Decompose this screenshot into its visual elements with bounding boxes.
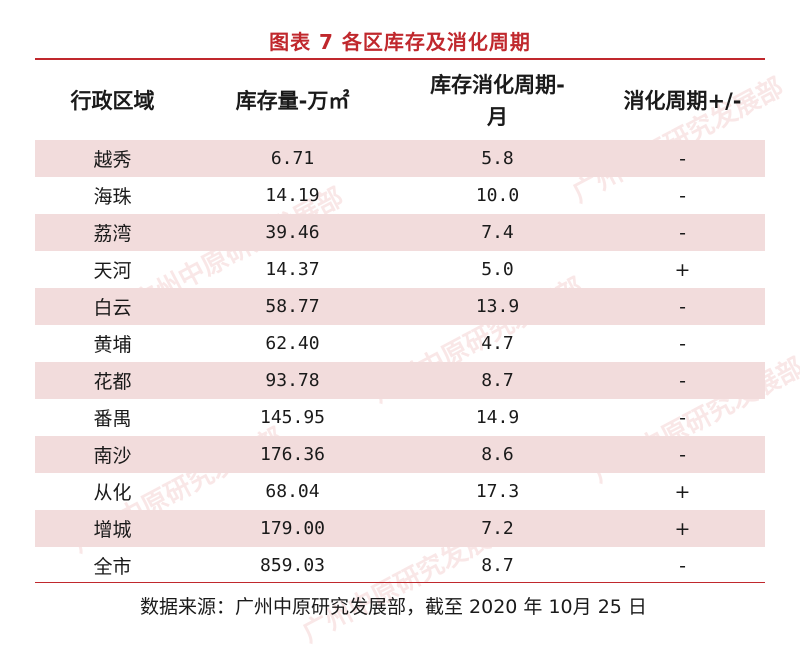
header-cycle: 库存消化周期- 月: [395, 66, 600, 136]
inventory-cell: 145.95: [259, 407, 326, 428]
bottom-rule: [35, 582, 765, 583]
cycle-cell: 10.0: [475, 185, 520, 206]
table-row: 越秀 6.71 5.8 -: [35, 140, 765, 177]
district-cell: 从化: [93, 482, 132, 504]
inventory-cell: 93.78: [265, 370, 320, 391]
change-cell: -: [679, 332, 686, 355]
inventory-cell: 58.77: [265, 296, 320, 317]
table-header: 行政区域 库存量-万㎡ 库存消化周期- 月 消化周期+/-: [35, 66, 765, 136]
cycle-cell: 17.3: [475, 481, 520, 502]
table-row: 荔湾 39.46 7.4 -: [35, 214, 765, 251]
header-inventory: 库存量-万㎡: [235, 89, 350, 113]
change-cell: +: [674, 258, 691, 281]
inventory-cell: 176.36: [259, 444, 326, 465]
cycle-cell: 8.6: [481, 444, 514, 465]
district-cell: 全市: [93, 556, 132, 578]
table-row: 黄埔 62.40 4.7 -: [35, 325, 765, 362]
inventory-cell: 14.37: [265, 259, 320, 280]
district-cell: 天河: [93, 260, 132, 282]
change-cell: -: [679, 406, 686, 429]
table-row: 南沙 176.36 8.6 -: [35, 436, 765, 473]
inventory-cell: 6.71: [270, 148, 315, 169]
district-cell: 花都: [93, 371, 132, 393]
cycle-cell: 4.7: [481, 333, 514, 354]
change-cell: +: [674, 480, 691, 503]
header-change: 消化周期+/-: [623, 89, 742, 113]
table-body: 越秀 6.71 5.8 - 海珠 14.19 10.0 - 荔湾 39.46 7…: [35, 140, 765, 584]
cycle-cell: 7.2: [481, 518, 514, 539]
district-cell: 黄埔: [93, 334, 132, 356]
inventory-cell: 62.40: [265, 333, 320, 354]
table-row: 白云 58.77 13.9 -: [35, 288, 765, 325]
cycle-cell: 14.9: [475, 407, 520, 428]
header-cycle-line1: 库存消化周期-: [430, 73, 565, 97]
change-cell: -: [679, 443, 686, 466]
inventory-cell: 179.00: [259, 518, 326, 539]
table-title: 图表 7 各区库存及消化周期: [269, 30, 531, 54]
inventory-cell: 68.04: [265, 481, 320, 502]
district-cell: 南沙: [93, 445, 132, 467]
cycle-cell: 5.8: [481, 148, 514, 169]
table-row: 增城 179.00 7.2 +: [35, 510, 765, 547]
header-cycle-line2: 月: [487, 105, 508, 129]
source-note: 数据来源：广州中原研究发展部，截至 2020 年 10月 25 日: [140, 596, 647, 618]
change-cell: -: [679, 184, 686, 207]
top-rule: [35, 58, 765, 60]
change-cell: -: [679, 369, 686, 392]
district-cell: 越秀: [93, 149, 132, 171]
cycle-cell: 8.7: [481, 555, 514, 576]
district-cell: 白云: [93, 297, 132, 319]
table-row: 海珠 14.19 10.0 -: [35, 177, 765, 214]
inventory-cell: 859.03: [259, 555, 326, 576]
change-cell: -: [679, 147, 686, 170]
district-cell: 海珠: [93, 186, 132, 208]
table-row: 花都 93.78 8.7 -: [35, 362, 765, 399]
change-cell: -: [679, 554, 686, 577]
cycle-cell: 7.4: [481, 222, 514, 243]
change-cell: -: [679, 295, 686, 318]
table-row: 天河 14.37 5.0 +: [35, 251, 765, 288]
district-cell: 荔湾: [93, 223, 132, 245]
inventory-cell: 14.19: [265, 185, 320, 206]
inventory-cell: 39.46: [265, 222, 320, 243]
table-row: 全市 859.03 8.7 -: [35, 547, 765, 584]
cycle-cell: 13.9: [475, 296, 520, 317]
cycle-cell: 8.7: [481, 370, 514, 391]
district-cell: 番禺: [93, 408, 132, 430]
header-district: 行政区域: [70, 89, 155, 113]
table-row: 从化 68.04 17.3 +: [35, 473, 765, 510]
change-cell: +: [674, 517, 691, 540]
cycle-cell: 5.0: [481, 259, 514, 280]
district-cell: 增城: [93, 519, 132, 541]
table-row: 番禺 145.95 14.9 -: [35, 399, 765, 436]
change-cell: -: [679, 221, 686, 244]
